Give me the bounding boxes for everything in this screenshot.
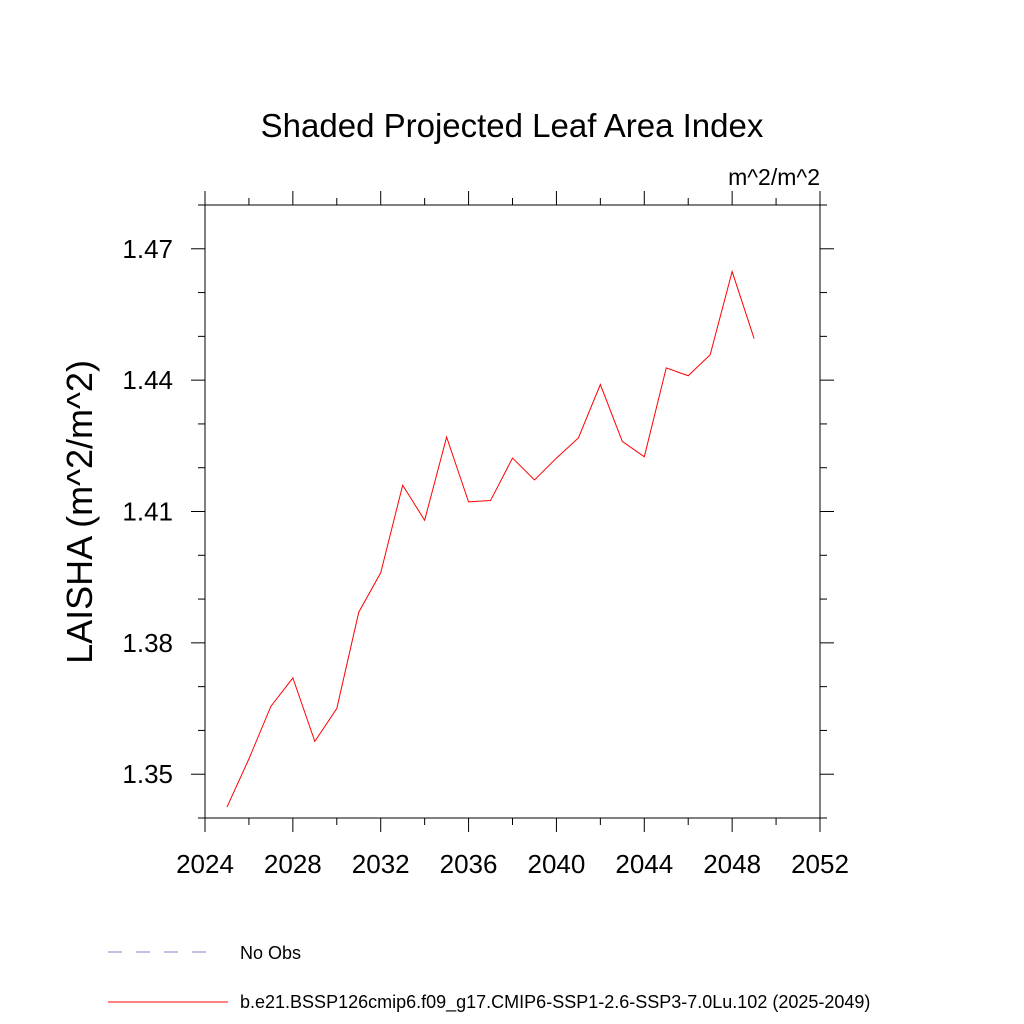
legend: No Obs b.e21.BSSP126cmip6.f09_g17.CMIP6-… — [108, 943, 870, 1013]
x-tick-label: 2032 — [352, 849, 410, 879]
x-tick-label: 2040 — [528, 849, 586, 879]
legend-label-series: b.e21.BSSP126cmip6.f09_g17.CMIP6-SSP1-2.… — [240, 992, 870, 1013]
y-tick-label: 1.35 — [122, 759, 173, 789]
y-tick-label: 1.47 — [122, 234, 173, 264]
y-tick-label: 1.44 — [122, 365, 173, 395]
plot-frame — [204, 204, 821, 819]
x-tick-label: 2036 — [440, 849, 498, 879]
y-axis-label: LAISHA (m^2/m^2) — [59, 360, 100, 664]
x-tick-label: 2048 — [703, 849, 761, 879]
y-tick-label: 1.41 — [122, 497, 173, 527]
ticks-layer: 2024 2028 2032 2036 2040 2044 2048 2052 1.35 1.38… — [122, 191, 849, 879]
series-line — [226, 269, 755, 808]
units-label: m^2/m^2 — [728, 164, 820, 190]
legend-label-no-obs: No Obs — [240, 943, 301, 963]
y-tick-label: 1.38 — [122, 628, 173, 658]
x-tick-label: 2024 — [176, 849, 234, 879]
x-tick-label: 2044 — [615, 849, 673, 879]
series-layer — [226, 269, 755, 808]
x-tick-label: 2028 — [264, 849, 322, 879]
x-tick-label: 2052 — [791, 849, 849, 879]
chart-title: Shaded Projected Leaf Area Index — [261, 107, 764, 144]
